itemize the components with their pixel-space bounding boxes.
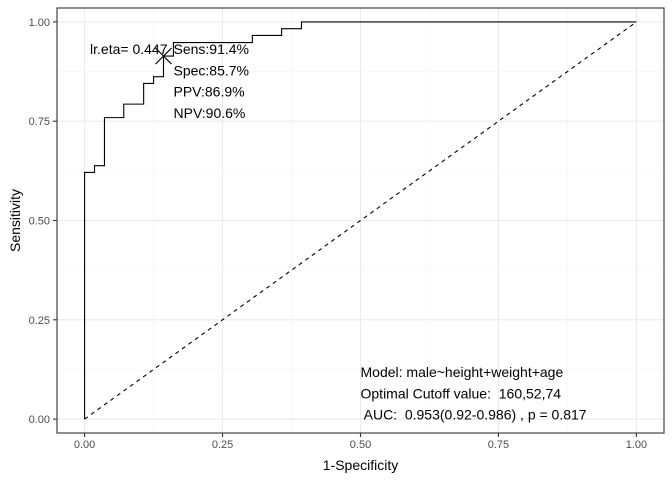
- y-axis-title: Sensitivity: [7, 189, 23, 252]
- x-tick-label: 0.00: [74, 439, 95, 451]
- model-annotation: Model: male~height+weight+age: [361, 364, 564, 380]
- y-tick-label: 1.00: [29, 17, 50, 29]
- y-tick-label: 0.25: [29, 315, 50, 327]
- cutoff-annotation: Optimal Cutoff value: 160,52,74: [361, 385, 562, 401]
- ppv-stat: PPV:86.9%: [174, 84, 245, 100]
- y-tick-label: 0.50: [29, 216, 50, 228]
- y-tick-label: 0.00: [29, 414, 50, 426]
- axis-tick-labels: 0.00 0.25 0.50 0.75 1.00 0.00 0.25 0.50 0.75 1.00: [29, 17, 648, 451]
- specificity-stat: Spec:85.7%: [174, 62, 250, 78]
- roc-curve-line: [84, 21, 637, 420]
- axis-ticks: [53, 21, 637, 437]
- optimal-cutoff-label: lr.eta= 0.447: [90, 41, 168, 57]
- marker-stroke: [155, 47, 172, 65]
- auc-annotation: AUC: 0.953(0.92-0.986) , p = 0.817: [361, 407, 587, 423]
- x-axis-title: 1-Specificity: [323, 457, 398, 473]
- x-tick-label: 0.75: [488, 439, 509, 451]
- y-tick-label: 0.75: [29, 116, 50, 128]
- optimal-point-layer: [155, 47, 172, 65]
- optimal-point-marker: [155, 47, 172, 65]
- x-tick-label: 0.25: [212, 439, 233, 451]
- series-layer: [84, 21, 637, 420]
- sensitivity-stat: Sens:91.4%: [174, 41, 250, 57]
- x-tick-label: 0.50: [350, 439, 371, 451]
- chance-diagonal-line: [84, 21, 637, 420]
- x-tick-label: 1.00: [626, 439, 647, 451]
- npv-stat: NPV:90.6%: [174, 105, 246, 121]
